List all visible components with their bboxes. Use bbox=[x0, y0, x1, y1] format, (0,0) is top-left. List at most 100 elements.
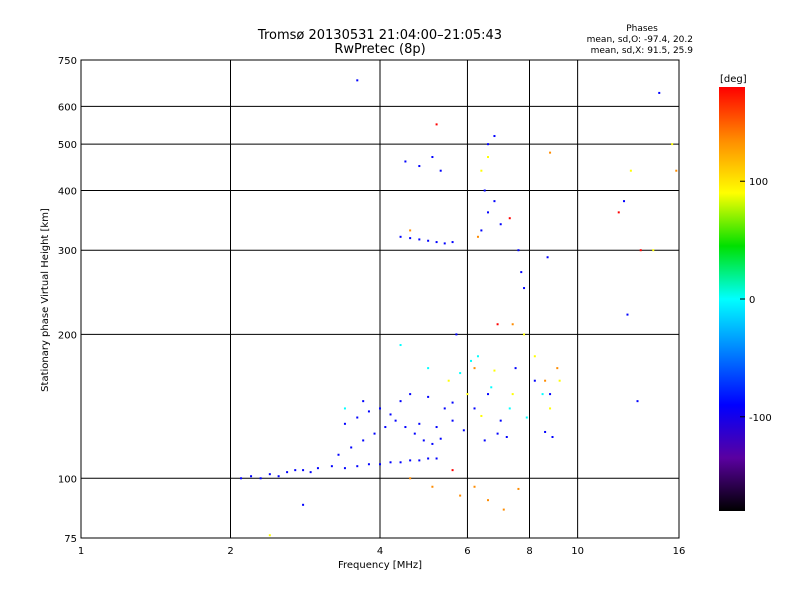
data-point bbox=[514, 367, 517, 370]
data-point bbox=[259, 477, 262, 480]
data-point bbox=[623, 200, 626, 203]
data-point bbox=[362, 400, 365, 403]
data-point bbox=[409, 237, 412, 240]
data-point bbox=[451, 241, 454, 244]
data-point bbox=[418, 165, 421, 168]
data-point bbox=[508, 407, 511, 410]
data-point bbox=[409, 477, 412, 480]
data-point bbox=[556, 367, 559, 370]
data-point bbox=[525, 416, 528, 419]
data-point bbox=[549, 407, 552, 410]
data-point bbox=[399, 235, 402, 238]
data-point bbox=[639, 249, 642, 252]
x-axis-label: Frequency [MHz] bbox=[338, 560, 422, 571]
data-point bbox=[629, 169, 632, 172]
data-point bbox=[459, 372, 462, 375]
data-point bbox=[302, 469, 305, 472]
data-point bbox=[533, 355, 536, 358]
data-point bbox=[356, 465, 359, 468]
colorbar-label: [deg] bbox=[720, 74, 747, 85]
x-tick-label: 1 bbox=[78, 546, 84, 557]
data-point bbox=[343, 407, 346, 410]
data-point bbox=[286, 471, 289, 474]
data-point bbox=[470, 359, 473, 362]
data-point bbox=[435, 426, 438, 429]
data-point bbox=[466, 393, 469, 396]
data-point bbox=[399, 344, 402, 347]
data-point bbox=[373, 432, 376, 435]
data-point bbox=[362, 439, 365, 442]
data-point bbox=[268, 534, 271, 537]
colorbar-tick-label: 0 bbox=[749, 295, 755, 306]
data-point bbox=[431, 442, 434, 445]
data-point bbox=[451, 419, 454, 422]
data-point bbox=[439, 437, 442, 440]
data-point bbox=[544, 379, 547, 382]
data-point bbox=[330, 465, 333, 468]
data-point bbox=[413, 432, 416, 435]
data-point bbox=[435, 241, 438, 244]
data-point bbox=[493, 369, 496, 372]
data-point bbox=[302, 503, 305, 506]
stats-x-mode: mean, sd,X: 91.5, 25.9 bbox=[591, 46, 694, 56]
data-point bbox=[343, 422, 346, 425]
data-point bbox=[443, 242, 446, 245]
data-point bbox=[511, 323, 514, 326]
data-point bbox=[636, 400, 639, 403]
data-point bbox=[431, 156, 434, 159]
data-point bbox=[399, 400, 402, 403]
x-tick-label: 6 bbox=[464, 546, 470, 557]
data-point bbox=[367, 463, 370, 466]
data-point bbox=[418, 238, 421, 241]
data-point bbox=[546, 256, 549, 259]
stats-heading: Phases bbox=[626, 24, 658, 34]
data-point bbox=[483, 439, 486, 442]
data-point bbox=[367, 410, 370, 413]
data-point bbox=[240, 477, 243, 480]
data-point bbox=[431, 485, 434, 488]
data-point bbox=[549, 151, 552, 154]
colorbar-tick-label: 100 bbox=[749, 177, 768, 188]
y-tick-label: 75 bbox=[64, 534, 77, 545]
data-point bbox=[427, 239, 430, 242]
data-point bbox=[422, 439, 425, 442]
data-point bbox=[675, 169, 678, 172]
data-point bbox=[277, 475, 280, 478]
data-point bbox=[499, 419, 502, 422]
data-point bbox=[427, 367, 430, 370]
data-point bbox=[389, 461, 392, 464]
data-point bbox=[384, 426, 387, 429]
data-point bbox=[549, 393, 552, 396]
data-point bbox=[409, 393, 412, 396]
colorbar-ticks: 100 0 -100 bbox=[740, 177, 772, 424]
data-point bbox=[462, 429, 465, 432]
data-point bbox=[487, 499, 490, 502]
data-point bbox=[551, 435, 554, 438]
x-axis-ticks: 1 2 4 6 8 10 16 bbox=[78, 546, 686, 557]
data-point bbox=[473, 367, 476, 370]
data-point bbox=[451, 469, 454, 472]
data-point bbox=[404, 160, 407, 163]
data-point bbox=[502, 508, 505, 511]
data-point bbox=[316, 467, 319, 470]
data-point bbox=[356, 79, 359, 82]
y-tick-label: 600 bbox=[58, 102, 77, 113]
data-point bbox=[517, 249, 520, 252]
x-tick-label: 16 bbox=[673, 546, 686, 557]
data-point bbox=[356, 416, 359, 419]
grid bbox=[81, 60, 679, 538]
y-tick-label: 750 bbox=[58, 56, 77, 67]
data-point bbox=[496, 323, 499, 326]
data-point bbox=[435, 457, 438, 460]
data-point bbox=[379, 407, 381, 410]
data-point bbox=[480, 414, 483, 417]
data-point bbox=[427, 457, 430, 460]
data-point bbox=[447, 379, 450, 382]
data-point bbox=[496, 432, 499, 435]
data-point bbox=[250, 475, 253, 478]
data-point bbox=[337, 453, 340, 456]
colorbar-tick-label: -100 bbox=[749, 413, 772, 424]
data-point bbox=[389, 413, 392, 416]
data-point bbox=[520, 271, 523, 274]
